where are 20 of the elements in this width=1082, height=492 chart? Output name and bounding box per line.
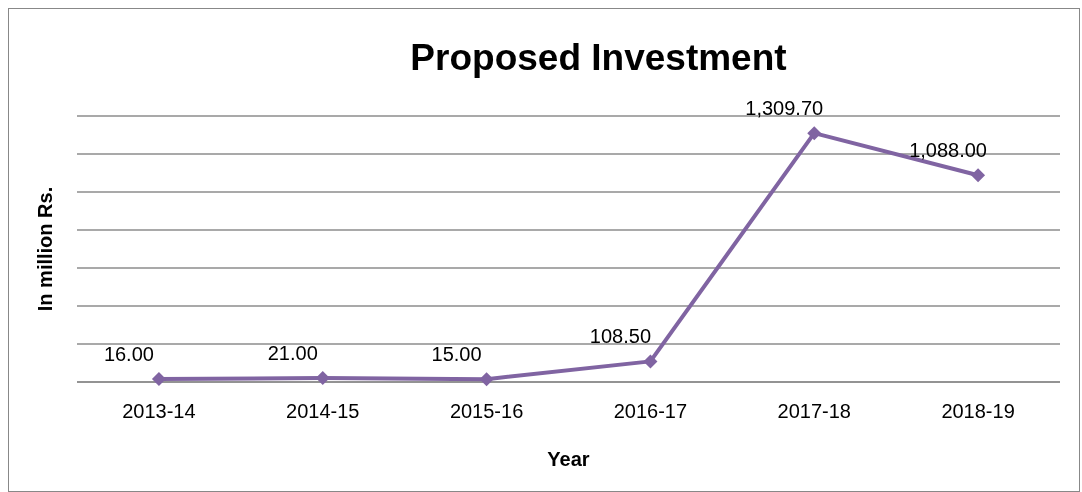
data-label: 1,088.00: [909, 139, 988, 162]
point: [971, 168, 986, 183]
data-label: 16.00: [103, 342, 154, 365]
x-axis-title: Year: [547, 448, 590, 470]
x-tick-label: 2016-17: [613, 400, 688, 422]
data-label: 21.00: [267, 342, 318, 365]
data-label: 15.00: [431, 343, 482, 366]
point: [479, 372, 494, 387]
x-tick-label: 2015-16: [449, 400, 524, 422]
chart-title: Proposed Investment: [410, 37, 787, 78]
data-label: 108.50: [589, 325, 651, 348]
data-label: 1,309.70: [745, 97, 824, 120]
x-tick-label: 2017-18: [777, 400, 851, 422]
x-tick-label: 2018-19: [941, 400, 1015, 422]
x-tick-label: 2014-15: [286, 400, 360, 422]
point: [643, 354, 658, 369]
point: [151, 371, 166, 386]
point: [807, 126, 822, 141]
y-axis-title: In million Rs.: [34, 186, 56, 312]
x-tick-label: 2013-14: [122, 400, 196, 422]
